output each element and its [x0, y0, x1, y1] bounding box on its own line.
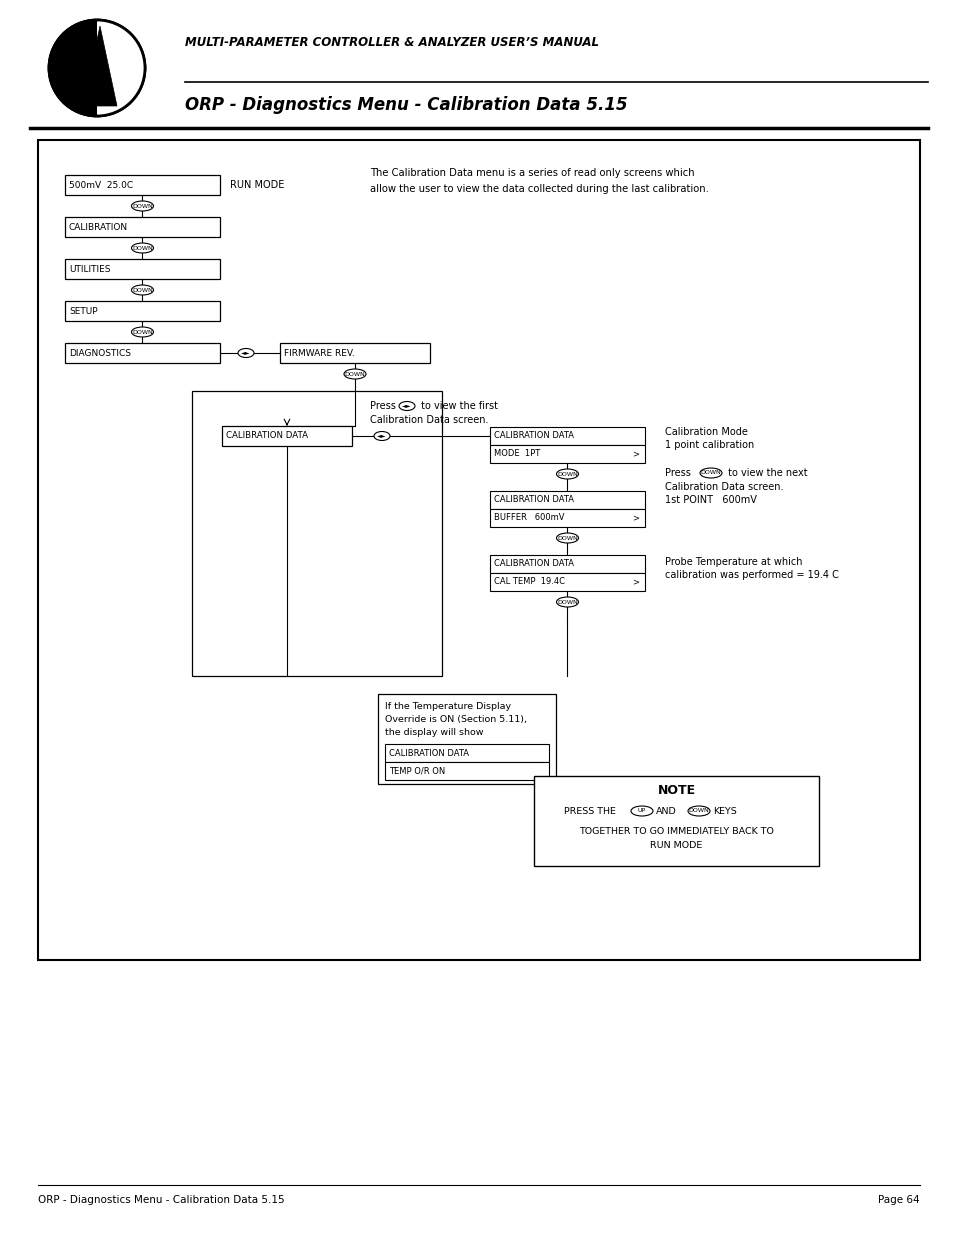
Bar [65, 259, 220, 279]
Text: SETUP: SETUP [69, 306, 97, 315]
Ellipse shape [556, 534, 578, 543]
Bar [280, 343, 430, 363]
Ellipse shape [132, 327, 153, 337]
Text: CALIBRATION DATA: CALIBRATION DATA [494, 495, 574, 505]
Ellipse shape [374, 431, 390, 441]
Text: the display will show: the display will show [385, 727, 483, 737]
Bar [490, 492, 644, 509]
Text: Press: Press [370, 401, 395, 411]
Text: ◄►: ◄► [376, 433, 386, 438]
Bar [490, 555, 644, 573]
Text: 1 point calibration: 1 point calibration [664, 440, 754, 450]
Text: DOWN: DOWN [344, 372, 365, 377]
Ellipse shape [556, 469, 578, 479]
Text: DOWN: DOWN [132, 204, 152, 209]
Text: UTILITIES: UTILITIES [69, 264, 111, 273]
Text: RUN MODE: RUN MODE [650, 841, 702, 851]
Bar [385, 762, 548, 781]
Ellipse shape [556, 597, 578, 606]
Text: CALIBRATION DATA: CALIBRATION DATA [389, 748, 469, 757]
Ellipse shape [630, 806, 652, 816]
Bar [377, 694, 556, 784]
Text: CALIBRATION DATA: CALIBRATION DATA [494, 559, 574, 568]
Polygon shape [83, 26, 117, 106]
Text: FIRMWARE REV.: FIRMWARE REV. [284, 348, 355, 357]
Text: Calibration Data screen.: Calibration Data screen. [370, 415, 488, 425]
Text: calibration was performed = 19.4 C: calibration was performed = 19.4 C [664, 571, 838, 580]
Bar [222, 426, 352, 446]
Ellipse shape [237, 348, 253, 357]
Ellipse shape [132, 201, 153, 211]
Text: 500mV  25.0C: 500mV 25.0C [69, 180, 133, 189]
Ellipse shape [687, 806, 709, 816]
Bar [490, 427, 644, 445]
Text: DOWN: DOWN [557, 536, 578, 541]
Text: AND: AND [656, 806, 676, 815]
Bar [490, 445, 644, 463]
Ellipse shape [700, 468, 721, 478]
Text: DOWN: DOWN [700, 471, 720, 475]
Text: Override is ON (Section 5.11),: Override is ON (Section 5.11), [385, 715, 526, 724]
Text: Page 64: Page 64 [878, 1195, 919, 1205]
Bar [385, 743, 548, 762]
Text: 1st POINT   600mV: 1st POINT 600mV [664, 495, 756, 505]
Text: DOWN: DOWN [132, 330, 152, 335]
Text: Probe Temperature at which: Probe Temperature at which [664, 557, 801, 567]
Text: CALIBRATION DATA: CALIBRATION DATA [494, 431, 574, 441]
Text: TEMP O/R ON: TEMP O/R ON [389, 767, 445, 776]
Text: CALIBRATION DATA: CALIBRATION DATA [226, 431, 308, 441]
Text: DOWN: DOWN [557, 472, 578, 477]
Text: DOWN: DOWN [132, 246, 152, 251]
Text: allow the user to view the data collected during the last calibration.: allow the user to view the data collecte… [370, 184, 708, 194]
Text: Press: Press [664, 468, 690, 478]
Text: If the Temperature Display: If the Temperature Display [385, 701, 511, 711]
Bar [192, 391, 441, 676]
Text: TOGETHER TO GO IMMEDIATELY BACK TO: TOGETHER TO GO IMMEDIATELY BACK TO [578, 826, 773, 836]
Bar [490, 573, 644, 592]
Text: DOWN: DOWN [688, 809, 709, 814]
Text: Calibration Data screen.: Calibration Data screen. [664, 482, 782, 492]
Bar [65, 217, 220, 237]
Bar [490, 509, 644, 527]
Bar [38, 140, 919, 960]
Text: >: > [631, 578, 639, 587]
Ellipse shape [132, 243, 153, 253]
Text: ORP - Diagnostics Menu - Calibration Data 5.15: ORP - Diagnostics Menu - Calibration Dat… [185, 96, 627, 114]
Text: NOTE: NOTE [657, 783, 695, 797]
Text: ◄►: ◄► [241, 351, 251, 356]
Text: DOWN: DOWN [132, 288, 152, 293]
Text: DIAGNOSTICS: DIAGNOSTICS [69, 348, 131, 357]
Text: >: > [631, 514, 639, 522]
Bar [65, 343, 220, 363]
Text: to view the first: to view the first [417, 401, 497, 411]
Bar [65, 301, 220, 321]
Text: KEYS: KEYS [712, 806, 736, 815]
Text: ORP - Diagnostics Menu - Calibration Data 5.15: ORP - Diagnostics Menu - Calibration Dat… [38, 1195, 284, 1205]
Wedge shape [49, 20, 97, 116]
Text: RUN MODE: RUN MODE [230, 180, 284, 190]
Wedge shape [97, 20, 145, 116]
Bar [534, 776, 818, 866]
Ellipse shape [344, 369, 366, 379]
Bar [65, 175, 220, 195]
Text: CAL TEMP  19.4C: CAL TEMP 19.4C [494, 578, 564, 587]
Ellipse shape [398, 401, 415, 410]
Text: >: > [631, 450, 639, 458]
Text: The Calibration Data menu is a series of read only screens which: The Calibration Data menu is a series of… [370, 168, 694, 178]
Text: UP: UP [638, 809, 645, 814]
Text: BUFFER   600mV: BUFFER 600mV [494, 514, 564, 522]
Text: MODE  1PT: MODE 1PT [494, 450, 539, 458]
Text: S  H  A  R  K: S H A R K [61, 79, 112, 89]
Text: ◄►: ◄► [402, 404, 412, 409]
Text: MULTI-PARAMETER CONTROLLER & ANALYZER USER’S MANUAL: MULTI-PARAMETER CONTROLLER & ANALYZER US… [185, 36, 598, 48]
Ellipse shape [132, 285, 153, 295]
Text: PRESS THE: PRESS THE [563, 806, 616, 815]
Text: Calibration Mode: Calibration Mode [664, 427, 747, 437]
Text: DOWN: DOWN [557, 599, 578, 604]
Text: to view the next: to view the next [724, 468, 807, 478]
Text: CALIBRATION: CALIBRATION [69, 222, 128, 231]
